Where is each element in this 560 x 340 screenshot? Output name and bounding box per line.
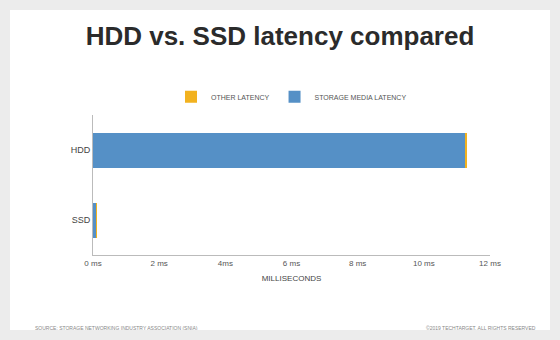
svg-text:4ms: 4ms — [218, 259, 233, 268]
svg-text:10 ms: 10 ms — [413, 259, 435, 268]
svg-text:SOURCE: STORAGE NETWORKING IND: SOURCE: STORAGE NETWORKING INDUSTRY ASSO… — [35, 325, 198, 330]
svg-text:OTHER LATENCY: OTHER LATENCY — [211, 94, 270, 101]
svg-text:2 ms: 2 ms — [150, 259, 167, 268]
svg-text:SSD: SSD — [72, 215, 91, 225]
svg-text:HDD vs. SSD latency compared: HDD vs. SSD latency compared — [86, 21, 475, 51]
svg-text:6 ms: 6 ms — [283, 259, 300, 268]
svg-text:©2019 TECHTARGET. ALL RIGHTS R: ©2019 TECHTARGET. ALL RIGHTS RESERVED — [426, 325, 536, 330]
svg-text:0 ms: 0 ms — [84, 259, 101, 268]
svg-text:MILLISECONDS: MILLISECONDS — [262, 274, 322, 283]
svg-text:STORAGE MEDIA LATENCY: STORAGE MEDIA LATENCY — [315, 94, 407, 101]
svg-text:8 ms: 8 ms — [349, 259, 366, 268]
svg-text:12 ms: 12 ms — [479, 259, 501, 268]
svg-text:HDD: HDD — [71, 145, 91, 155]
